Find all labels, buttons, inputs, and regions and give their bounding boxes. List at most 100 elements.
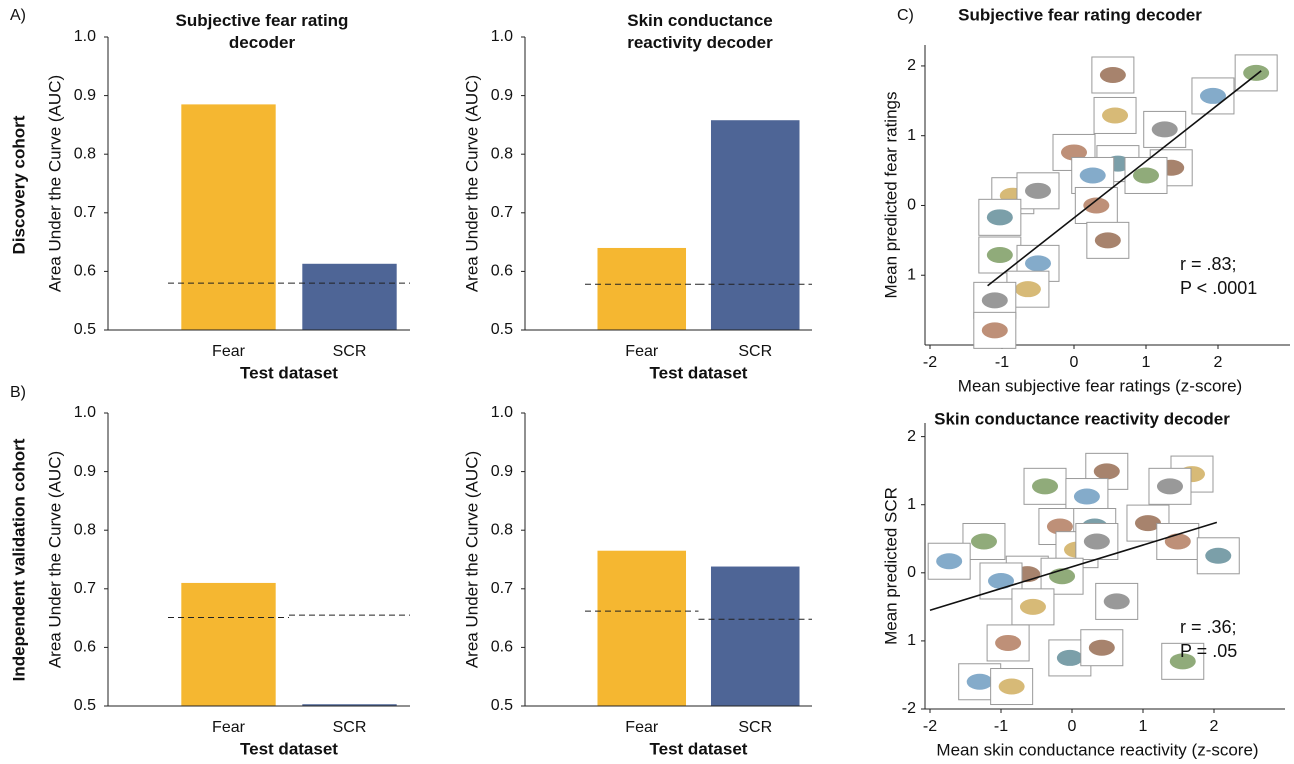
y-tick-label: 1.0 xyxy=(74,28,96,45)
y-axis-label: Area Under the Curve (AUC) xyxy=(45,451,64,668)
thumbnail-animal xyxy=(995,634,1022,651)
x-tick-label: 0 xyxy=(1068,718,1077,735)
x-axis-label: Test dataset xyxy=(240,739,338,758)
thumbnail-animal xyxy=(988,572,1014,589)
thumbnail-animal xyxy=(1134,515,1161,532)
annotation: P < .0001 xyxy=(1180,278,1257,298)
chart-title: Skin conductance reactivity decoder xyxy=(934,409,1230,428)
thumbnail-animal xyxy=(936,553,963,570)
x-tick-label: Fear xyxy=(212,719,246,736)
bar xyxy=(710,566,800,706)
chart-title: Skin conductance reactivity decoder xyxy=(627,11,773,52)
y-tick-label: 0.8 xyxy=(74,145,96,162)
y-tick-label: 0.7 xyxy=(491,204,513,221)
y-tick-label: 1.0 xyxy=(491,404,513,421)
thumbnail-animal xyxy=(1205,547,1232,564)
y-tick-label: 0.9 xyxy=(491,87,513,104)
stimulus-thumbnail xyxy=(1080,629,1124,667)
thumbnail-animal xyxy=(1025,182,1051,199)
thumbnail-animal xyxy=(1151,121,1178,138)
fit-line xyxy=(987,70,1262,287)
y-tick-label: 0.5 xyxy=(491,697,513,714)
row-label: Independent validation cohort xyxy=(9,438,28,681)
x-tick-label: 1 xyxy=(1139,718,1148,735)
thumbnail-animal xyxy=(1164,533,1191,550)
x-tick-label: -2 xyxy=(923,354,937,371)
y-tick-label: 0.6 xyxy=(491,263,513,280)
y-tick-label: 1 xyxy=(907,266,916,283)
y-tick-label: 1.0 xyxy=(74,404,96,421)
stimulus-thumbnail xyxy=(1156,522,1200,560)
x-tick-label: SCR xyxy=(738,719,772,736)
stimulus-thumbnail xyxy=(1161,642,1205,680)
stimulus-thumbnail xyxy=(973,311,1017,349)
thumbnail-animal xyxy=(1061,144,1087,161)
thumbnail-animal xyxy=(1156,478,1183,495)
y-axis-label: Area Under the Curve (AUC) xyxy=(462,75,481,292)
y-tick-label: -2 xyxy=(902,700,916,717)
y-tick-label: 0.9 xyxy=(74,463,96,480)
stimulus-thumbnail xyxy=(1191,77,1235,115)
chart-title: Subjective fear rating decoder xyxy=(958,5,1202,24)
x-tick-label: SCR xyxy=(738,343,772,360)
stimulus-thumbnail xyxy=(1023,467,1067,505)
y-tick-label: 2 xyxy=(907,428,916,445)
x-tick-label: 2 xyxy=(1210,718,1219,735)
x-tick-label: Fear xyxy=(212,343,246,360)
y-tick-label: 0.5 xyxy=(74,697,96,714)
thumbnail-animal xyxy=(1169,653,1196,670)
y-tick-label: 0.8 xyxy=(74,521,96,538)
y-tick-label: 0.6 xyxy=(74,263,96,280)
stimulus-thumbnail xyxy=(978,198,1022,236)
thumbnail-animal xyxy=(1083,197,1110,214)
panel-label: C) xyxy=(897,7,914,24)
bar xyxy=(597,550,687,706)
thumbnail-animal xyxy=(998,678,1025,695)
y-tick-label: 0 xyxy=(907,564,916,581)
thumbnail-animal xyxy=(1103,593,1130,610)
thumbnail-animal xyxy=(966,673,993,690)
x-tick-label: Fear xyxy=(625,719,659,736)
x-tick-label: -1 xyxy=(995,354,1009,371)
x-tick-label: SCR xyxy=(333,719,367,736)
x-tick-label: 0 xyxy=(1070,354,1079,371)
y-tick-label: 0.8 xyxy=(491,145,513,162)
chart-title-box: Skin conductance reactivity decoder xyxy=(627,11,773,52)
thumbnail-animal xyxy=(1019,598,1046,615)
y-tick-label: 1.0 xyxy=(491,28,513,45)
x-tick-label: -2 xyxy=(923,718,937,735)
bar xyxy=(302,263,397,330)
thumbnail-animal xyxy=(1025,255,1051,272)
x-axis-label: Test dataset xyxy=(650,739,748,758)
y-tick-label: 0.9 xyxy=(491,463,513,480)
stimulus-thumbnail xyxy=(1093,96,1137,134)
thumbnail-animal xyxy=(1099,67,1126,83)
y-tick-label: 0 xyxy=(907,197,916,214)
stimulus-thumbnail xyxy=(1095,582,1139,620)
stimulus-thumbnail xyxy=(1091,56,1135,94)
chart-title-box: Subjective fear rating decoder xyxy=(176,11,349,52)
stimulus-thumbnail xyxy=(1196,537,1240,575)
panel-label: B) xyxy=(10,384,26,401)
thumbnail-animal xyxy=(1133,167,1159,184)
thumbnail-animal xyxy=(1093,463,1120,480)
y-axis-label: Area Under the Curve (AUC) xyxy=(45,75,64,292)
stimulus-thumbnail xyxy=(1075,522,1119,560)
x-axis-label: Test dataset xyxy=(650,363,748,382)
annotation: P = .05 xyxy=(1180,641,1237,661)
x-axis-label: Mean skin conductance reactivity (z-scor… xyxy=(936,740,1258,759)
stimulus-thumbnail xyxy=(1148,467,1192,505)
stimulus-thumbnail xyxy=(1011,588,1055,626)
y-tick-label: 0.8 xyxy=(491,521,513,538)
y-tick-label: 0.7 xyxy=(74,204,96,221)
bar xyxy=(302,704,397,706)
row-label: Discovery cohort xyxy=(9,115,28,254)
thumbnail-animal xyxy=(1073,488,1100,505)
thumbnail-animal xyxy=(981,292,1008,309)
bar xyxy=(710,120,800,330)
y-axis-label: Area Under the Curve (AUC) xyxy=(462,451,481,668)
y-tick-label: 0.5 xyxy=(491,321,513,338)
bar xyxy=(597,247,687,330)
stimulus-thumbnail xyxy=(1074,186,1118,224)
